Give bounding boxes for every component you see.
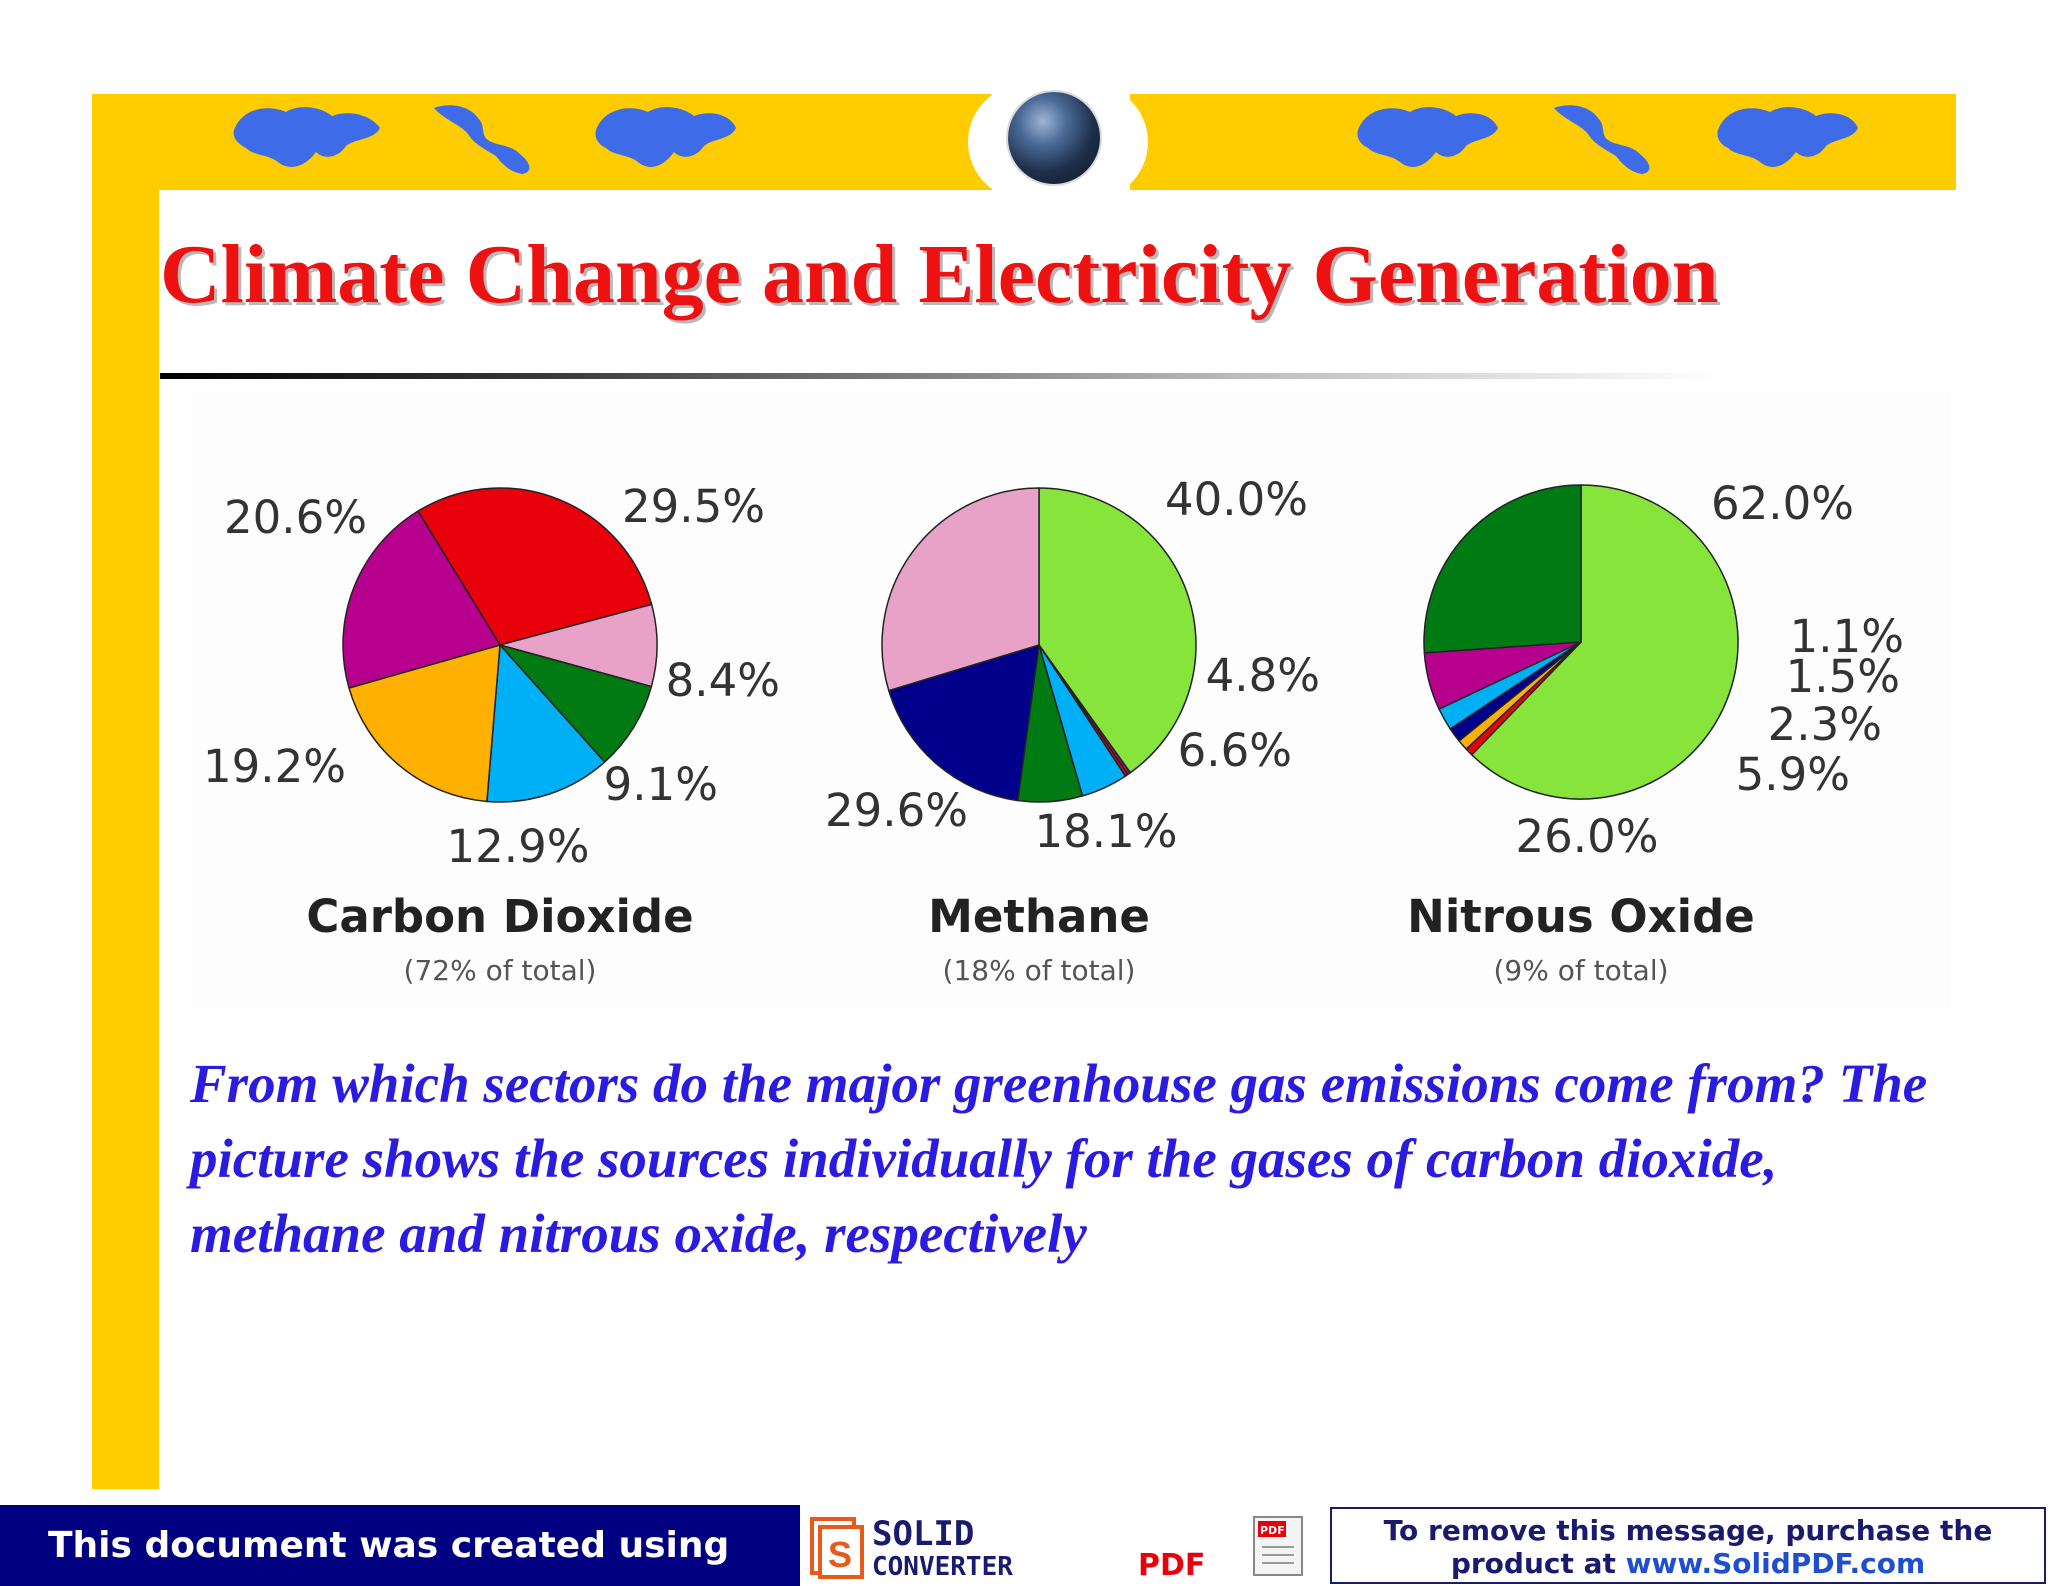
logo-pdf-text: PDF [1138, 1548, 1205, 1581]
logo-solid-text: SOLID [872, 1514, 974, 1554]
solidpdf-link[interactable]: www.SolidPDF.com [1625, 1547, 1926, 1580]
world-map-icon [1357, 107, 1498, 167]
slide-title: Climate Change and Electricity Generatio… [160, 228, 1719, 321]
world-map-icon [1717, 107, 1858, 167]
world-map-icon [595, 107, 736, 167]
purchase-line1: To remove this message, purchase the [1383, 1514, 1993, 1547]
solid-logo-icon: S [810, 1517, 864, 1579]
americas-map-icon [1554, 105, 1650, 174]
purchase-line2: product at www.SolidPDF.com [1332, 1547, 2044, 1580]
world-map-icon [233, 107, 380, 167]
footer-banner: This document was created using S SOLID … [0, 1505, 2048, 1586]
footer-left-text: This document was created using [48, 1525, 730, 1566]
svg-text:S: S [828, 1534, 852, 1575]
chart-area [190, 390, 1950, 1010]
solid-converter-logo[interactable]: S SOLID CONVERTER PDF PDF [806, 1511, 1326, 1581]
title-underline [160, 373, 1720, 379]
logo-converter-text: CONVERTER [872, 1552, 1013, 1581]
svg-text:PDF: PDF [1260, 1524, 1285, 1537]
pdf-document-icon: PDF [1253, 1516, 1303, 1576]
footer-created-with: This document was created using [0, 1505, 800, 1586]
purchase-line2-prefix: product at [1450, 1547, 1626, 1580]
left-yellow-bar [92, 94, 159, 1489]
footer-purchase-message: To remove this message, purchase the pro… [1330, 1507, 2046, 1584]
top-yellow-band-left [92, 94, 992, 190]
americas-map-icon [434, 105, 530, 174]
slide-caption: From which sectors do the major greenhou… [190, 1053, 1928, 1264]
globe-icon [1008, 92, 1100, 184]
